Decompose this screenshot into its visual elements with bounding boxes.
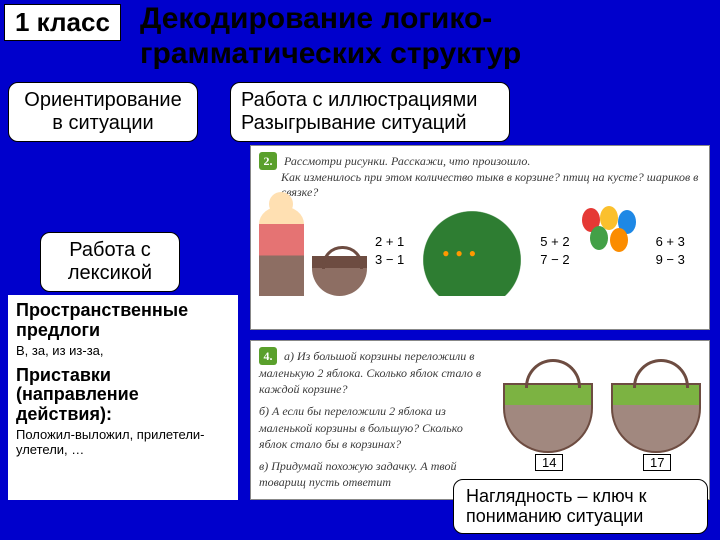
footnote-box: Наглядность – ключ к пониманию ситуации: [453, 479, 708, 534]
basket-2-label: 17: [643, 454, 671, 471]
prepositions-heading: Пространственные предлоги: [16, 301, 230, 341]
box-lexicon: Работа с лексикой: [40, 232, 180, 292]
task2-line2: Как изменилось при этом количество тыкв …: [281, 170, 701, 200]
textbook-task-4: 4. а) Из большой корзины переложили в ма…: [250, 340, 710, 500]
task2-illustrations: 2 + 1 3 − 1 5 + 2 7 − 2 6 + 3 9 − 3: [259, 206, 701, 296]
task-number-badge: 2.: [259, 152, 277, 170]
pumpkin-basket-illustration: [312, 256, 367, 296]
textbook-task-2: 2. Рассмотри рисунки. Расскажи, что прои…: [250, 145, 710, 330]
math-expressions-1: 2 + 1 3 − 1: [375, 233, 404, 269]
task2-line1: Рассмотри рисунки. Расскажи, что произош…: [284, 154, 530, 168]
task-number-badge: 4.: [259, 347, 277, 365]
girl-illustration: [259, 206, 304, 296]
page-title: Декодирование логико-грамматических стру…: [140, 2, 700, 71]
task4-b: б) А если бы переложили 2 яблока из мале…: [259, 403, 493, 452]
math-expressions-3: 6 + 3 9 − 3: [656, 233, 685, 269]
baskets-illustration: 14 17: [503, 347, 701, 496]
bush-birds-illustration: [412, 206, 532, 296]
box-orientation: Ориентирование в ситуации: [8, 82, 198, 142]
task4-a: а) Из большой корзины переложили в мален…: [259, 349, 481, 396]
basket-large-2: 17: [611, 383, 701, 453]
side-panel: Пространственные предлоги В, за, из из-з…: [8, 295, 238, 500]
grade-badge: 1 класс: [4, 4, 121, 41]
math-expressions-2: 5 + 2 7 − 2: [540, 233, 569, 269]
prepositions-examples: В, за, из из-за,: [16, 343, 230, 358]
basket-1-label: 14: [535, 454, 563, 471]
prefixes-heading: Приставки (направление действия):: [16, 366, 230, 425]
box-illustrations: Работа с иллюстрациями Разыгрывание ситу…: [230, 82, 510, 142]
balloons-illustration: [578, 206, 648, 296]
basket-large-1: 14: [503, 383, 593, 453]
prefixes-examples: Положил-выложил, прилетели-улетели, …: [16, 427, 230, 457]
